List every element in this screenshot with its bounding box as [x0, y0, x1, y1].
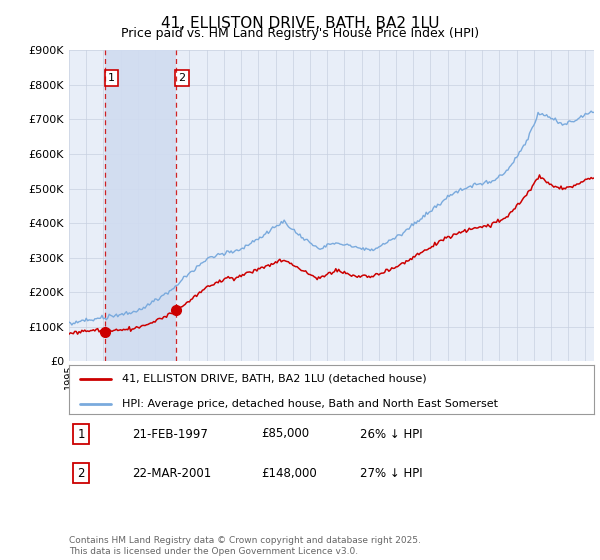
Text: 26% ↓ HPI: 26% ↓ HPI — [360, 427, 422, 441]
Text: 41, ELLISTON DRIVE, BATH, BA2 1LU: 41, ELLISTON DRIVE, BATH, BA2 1LU — [161, 16, 439, 31]
Text: 1: 1 — [77, 427, 85, 441]
Text: 2: 2 — [179, 73, 185, 83]
Text: HPI: Average price, detached house, Bath and North East Somerset: HPI: Average price, detached house, Bath… — [121, 399, 497, 409]
Bar — [106, 50, 176, 361]
Text: £148,000: £148,000 — [261, 466, 317, 480]
Text: 2: 2 — [77, 466, 85, 480]
Text: Price paid vs. HM Land Registry's House Price Index (HPI): Price paid vs. HM Land Registry's House … — [121, 27, 479, 40]
Text: 1: 1 — [108, 73, 115, 83]
Text: 27% ↓ HPI: 27% ↓ HPI — [360, 466, 422, 480]
Text: 22-MAR-2001: 22-MAR-2001 — [132, 466, 211, 480]
Text: 41, ELLISTON DRIVE, BATH, BA2 1LU (detached house): 41, ELLISTON DRIVE, BATH, BA2 1LU (detac… — [121, 374, 426, 384]
Text: £85,000: £85,000 — [261, 427, 309, 441]
Text: 21-FEB-1997: 21-FEB-1997 — [132, 427, 208, 441]
Text: Contains HM Land Registry data © Crown copyright and database right 2025.
This d: Contains HM Land Registry data © Crown c… — [69, 536, 421, 556]
